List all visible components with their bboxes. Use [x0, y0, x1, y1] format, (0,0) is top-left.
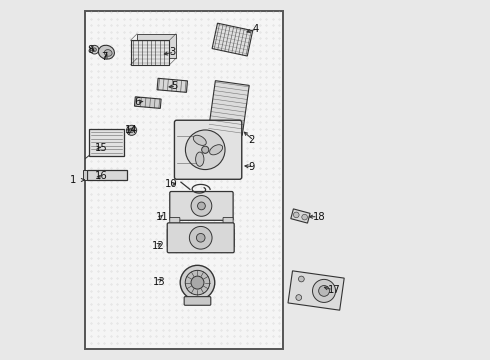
Circle shape [180, 265, 215, 300]
Circle shape [296, 294, 302, 300]
Circle shape [191, 276, 204, 289]
Ellipse shape [104, 50, 112, 56]
Polygon shape [157, 78, 188, 93]
Circle shape [185, 130, 225, 170]
FancyBboxPatch shape [170, 217, 180, 225]
Polygon shape [134, 97, 161, 108]
Text: 8: 8 [88, 45, 94, 55]
Text: 1: 1 [70, 175, 76, 185]
Circle shape [313, 279, 336, 302]
Circle shape [196, 234, 205, 242]
Text: 9: 9 [248, 162, 255, 172]
Polygon shape [288, 271, 344, 310]
Polygon shape [208, 81, 249, 135]
Polygon shape [83, 170, 87, 180]
FancyBboxPatch shape [85, 11, 283, 349]
Circle shape [298, 276, 304, 282]
Circle shape [191, 195, 212, 216]
Text: 18: 18 [313, 212, 325, 222]
Circle shape [189, 226, 212, 249]
Text: 10: 10 [165, 179, 178, 189]
FancyBboxPatch shape [167, 229, 174, 247]
Circle shape [93, 48, 97, 51]
Circle shape [294, 212, 299, 218]
Text: 14: 14 [124, 125, 137, 135]
Polygon shape [212, 23, 253, 56]
Text: 4: 4 [252, 24, 258, 34]
Text: 11: 11 [156, 212, 169, 222]
FancyBboxPatch shape [227, 229, 234, 247]
Circle shape [126, 125, 137, 135]
Text: 17: 17 [328, 285, 341, 295]
Circle shape [90, 45, 99, 54]
Text: 7: 7 [101, 52, 107, 62]
Text: 5: 5 [171, 81, 177, 91]
Circle shape [318, 285, 329, 296]
Circle shape [202, 146, 209, 153]
Polygon shape [130, 40, 170, 65]
Text: 13: 13 [153, 276, 166, 287]
Circle shape [129, 128, 134, 132]
Circle shape [197, 202, 205, 210]
Circle shape [302, 214, 307, 220]
FancyBboxPatch shape [170, 192, 233, 220]
Text: 16: 16 [95, 171, 107, 181]
Text: 3: 3 [170, 47, 175, 57]
Ellipse shape [210, 145, 222, 155]
Ellipse shape [98, 45, 115, 59]
FancyBboxPatch shape [87, 170, 127, 180]
Text: 12: 12 [151, 240, 164, 251]
FancyBboxPatch shape [223, 217, 233, 225]
Text: 6: 6 [134, 96, 141, 107]
Text: 15: 15 [95, 143, 107, 153]
FancyBboxPatch shape [89, 129, 123, 156]
FancyBboxPatch shape [184, 297, 211, 305]
Text: 2: 2 [248, 135, 255, 145]
Polygon shape [291, 209, 310, 223]
Ellipse shape [196, 152, 204, 166]
FancyBboxPatch shape [174, 120, 242, 179]
Circle shape [185, 270, 210, 295]
FancyBboxPatch shape [167, 223, 234, 253]
Polygon shape [137, 34, 176, 58]
Ellipse shape [193, 135, 206, 145]
